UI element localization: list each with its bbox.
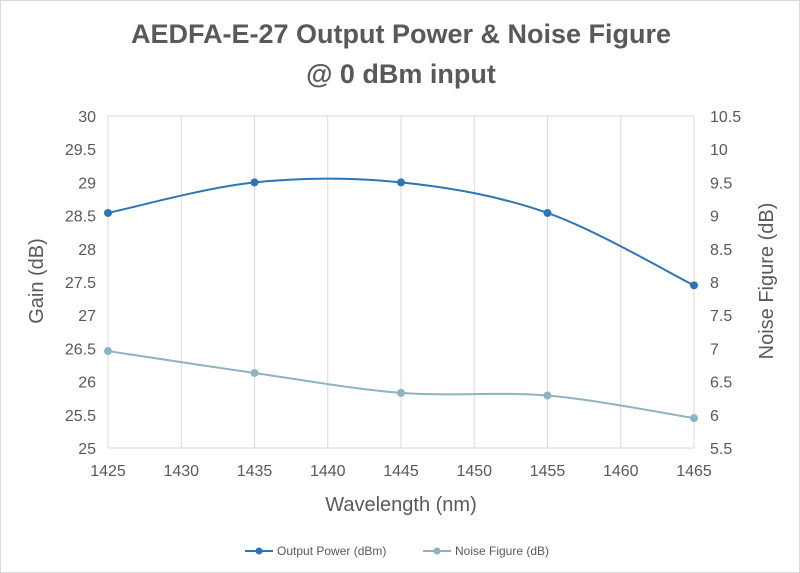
legend-marker-noise-figure [433, 547, 441, 555]
data-point-output-power [690, 281, 698, 290]
x-axis-title: Wavelength (nm) [325, 494, 477, 516]
y2-tick-label: 9.5 [710, 175, 732, 192]
grid-lines [107, 115, 695, 449]
y-tick-label: 26.5 [65, 341, 96, 358]
y-tick-label: 25 [78, 441, 96, 458]
y2-tick-label: 5.5 [710, 441, 732, 458]
x-tick-label: 1465 [676, 463, 712, 480]
x-tick-label: 1425 [90, 463, 126, 480]
legend-label-noise-figure: Noise Figure (dB) [455, 544, 549, 558]
x-tick-label: 1440 [310, 463, 346, 480]
y2-axis-title: Noise Figure (dB) [756, 203, 778, 360]
y-tick-label: 29 [78, 175, 96, 192]
y2-tick-label: 8 [710, 275, 719, 292]
y2-tick-label: 8.5 [710, 242, 732, 259]
data-point-output-power [543, 208, 552, 217]
y2-tick-label: 6 [710, 408, 719, 425]
legend: Output Power (dBm) Noise Figure (dB) [245, 544, 549, 558]
y-tick-label: 25.5 [65, 408, 96, 425]
data-point-noise-figure [397, 388, 405, 397]
x-tick-label: 1435 [237, 463, 273, 480]
legend-label-output-power: Output Power (dBm) [277, 544, 386, 558]
chart-title-line-2: @ 0 dBm input [306, 59, 496, 89]
y-tick-label: 27 [78, 308, 96, 325]
data-point-noise-figure [104, 347, 112, 356]
data-point-noise-figure [690, 414, 698, 423]
y-tick-label: 30 [78, 109, 96, 126]
y-axis-title: Gain (dB) [26, 238, 48, 324]
series [104, 177, 698, 423]
legend-marker-output-power [255, 547, 263, 555]
tick-labels: 1425 1430 1435 1440 1445 1450 1455 1460 1465 25 25… [65, 109, 741, 480]
y-tick-label: 26 [78, 375, 96, 392]
x-tick-label: 1430 [163, 463, 199, 480]
y-tick-label: 28 [78, 242, 96, 259]
y2-tick-label: 7.5 [710, 308, 732, 325]
x-tick-label: 1455 [530, 463, 566, 480]
y2-tick-label: 6.5 [710, 375, 732, 392]
y2-tick-label: 10 [710, 142, 728, 159]
data-point-output-power [397, 178, 405, 187]
x-tick-label: 1460 [603, 463, 639, 480]
data-point-noise-figure [543, 391, 552, 400]
y-tick-label: 27.5 [65, 275, 96, 292]
chart-title-line-1: AEDFA-E-27 Output Power & Noise Figure [131, 19, 671, 49]
data-point-noise-figure [250, 368, 259, 377]
x-tick-label: 1450 [456, 463, 492, 480]
x-tick-label: 1445 [383, 463, 419, 480]
data-point-output-power [104, 208, 112, 217]
y2-tick-label: 10.5 [710, 109, 741, 126]
data-point-output-power [250, 178, 259, 187]
y-tick-label: 28.5 [65, 209, 96, 226]
y2-tick-label: 9 [710, 209, 719, 226]
y2-tick-label: 7 [710, 341, 719, 358]
y-tick-label: 29.5 [65, 142, 96, 159]
